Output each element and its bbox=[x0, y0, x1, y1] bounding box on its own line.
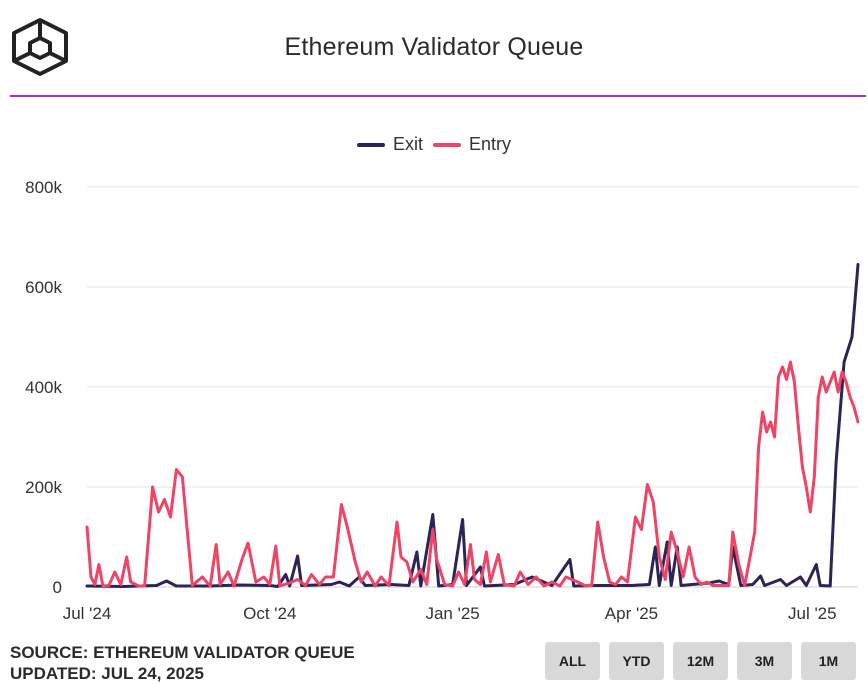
y-tick-label: 0 bbox=[53, 578, 62, 597]
y-tick-label: 600k bbox=[25, 278, 62, 297]
y-tick-label: 200k bbox=[25, 478, 62, 497]
range-button-all[interactable]: ALL bbox=[545, 642, 600, 680]
chart-legend: Exit Entry bbox=[0, 134, 868, 155]
x-tick-label: Jul '24 bbox=[63, 604, 112, 623]
page-title: Ethereum Validator Queue bbox=[284, 33, 584, 61]
legend-swatch-exit bbox=[356, 142, 385, 147]
legend-item-exit[interactable]: Exit bbox=[356, 134, 423, 155]
legend-label-entry: Entry bbox=[469, 134, 512, 154]
range-selector: ALL YTD 12M 3M 1M bbox=[545, 642, 856, 680]
brand-logo-icon bbox=[12, 18, 68, 76]
x-tick-label: Jan '25 bbox=[425, 604, 479, 623]
title-divider bbox=[10, 95, 866, 97]
y-tick-label: 400k bbox=[25, 378, 62, 397]
range-button-12m[interactable]: 12M bbox=[673, 642, 728, 680]
chart-footer: SOURCE: ETHEREUM VALIDATOR QUEUE UPDATED… bbox=[10, 642, 355, 684]
x-tick-label: Oct '24 bbox=[243, 604, 296, 623]
x-tick-label: Jul '25 bbox=[788, 604, 837, 623]
legend-swatch-entry bbox=[433, 142, 461, 147]
updated-label: UPDATED: JUL 24, 2025 bbox=[10, 664, 204, 683]
range-button-3m[interactable]: 3M bbox=[737, 642, 792, 680]
series-line-exit bbox=[85, 263, 860, 588]
range-button-1m[interactable]: 1M bbox=[801, 642, 856, 680]
y-tick-label: 800k bbox=[25, 178, 62, 197]
x-tick-label: Apr '25 bbox=[605, 604, 658, 623]
source-label: SOURCE: ETHEREUM VALIDATOR QUEUE bbox=[10, 643, 355, 662]
range-button-ytd[interactable]: YTD bbox=[609, 642, 664, 680]
legend-label-exit: Exit bbox=[392, 134, 423, 154]
legend-item-entry[interactable]: Entry bbox=[433, 134, 511, 155]
line-chart: 0 200k 400k 600k 800k Jul '24 Oct '24 Jan '25 Ap… bbox=[25, 178, 860, 623]
series-line-entry bbox=[85, 360, 860, 588]
